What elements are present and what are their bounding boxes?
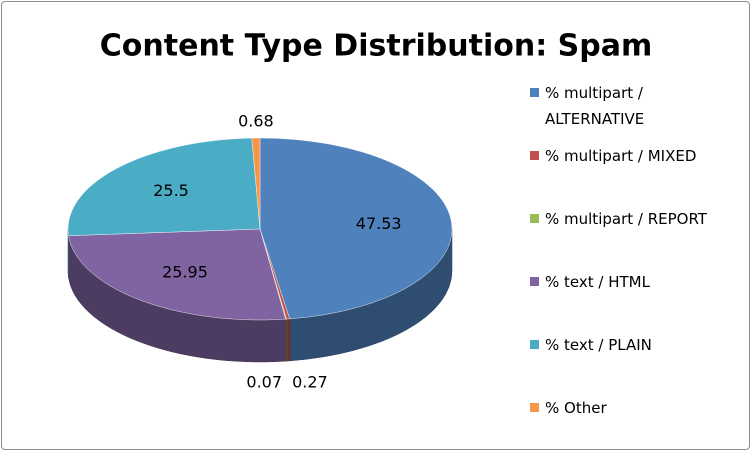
legend-swatch xyxy=(530,151,539,160)
legend-label: % text / HTML xyxy=(545,273,650,291)
legend-label: % multipart / ALTERNATIVE xyxy=(545,84,645,128)
chart-title: Content Type Distribution: Spam xyxy=(100,29,652,64)
legend-label: % multipart / REPORT xyxy=(545,210,707,228)
legend-swatch xyxy=(530,403,539,412)
data-label: 0.68 xyxy=(238,112,274,131)
legend-swatch xyxy=(530,340,539,349)
legend-label: % Other xyxy=(545,399,607,417)
data-label: 25.95 xyxy=(162,262,208,281)
legend-swatch xyxy=(530,214,539,223)
data-label: 47.53 xyxy=(356,214,402,233)
pie-slice-side xyxy=(286,318,290,362)
legend-item: % Other xyxy=(530,395,735,453)
data-label: 0.07 xyxy=(246,373,282,392)
pie-slice xyxy=(67,137,261,236)
legend-item: % multipart / MIXED xyxy=(530,143,735,206)
pie-slice xyxy=(259,137,453,320)
legend-label: % multipart / MIXED xyxy=(545,147,697,165)
pie-slice xyxy=(251,137,261,230)
legend-swatch xyxy=(530,88,539,97)
legend: % multipart / ALTERNATIVE % multipart / M… xyxy=(530,80,735,453)
legend-label: % text / PLAIN xyxy=(545,336,652,354)
data-label: 0.27 xyxy=(292,373,328,392)
pie-slice xyxy=(68,228,286,321)
data-label: 25.5 xyxy=(153,181,189,200)
legend-swatch xyxy=(530,277,539,286)
legend-item: % text / PLAIN xyxy=(530,332,735,395)
legend-item: % text / HTML xyxy=(530,269,735,332)
legend-item: % multipart / REPORT xyxy=(530,206,735,269)
legend-item: % multipart / ALTERNATIVE xyxy=(530,80,735,143)
